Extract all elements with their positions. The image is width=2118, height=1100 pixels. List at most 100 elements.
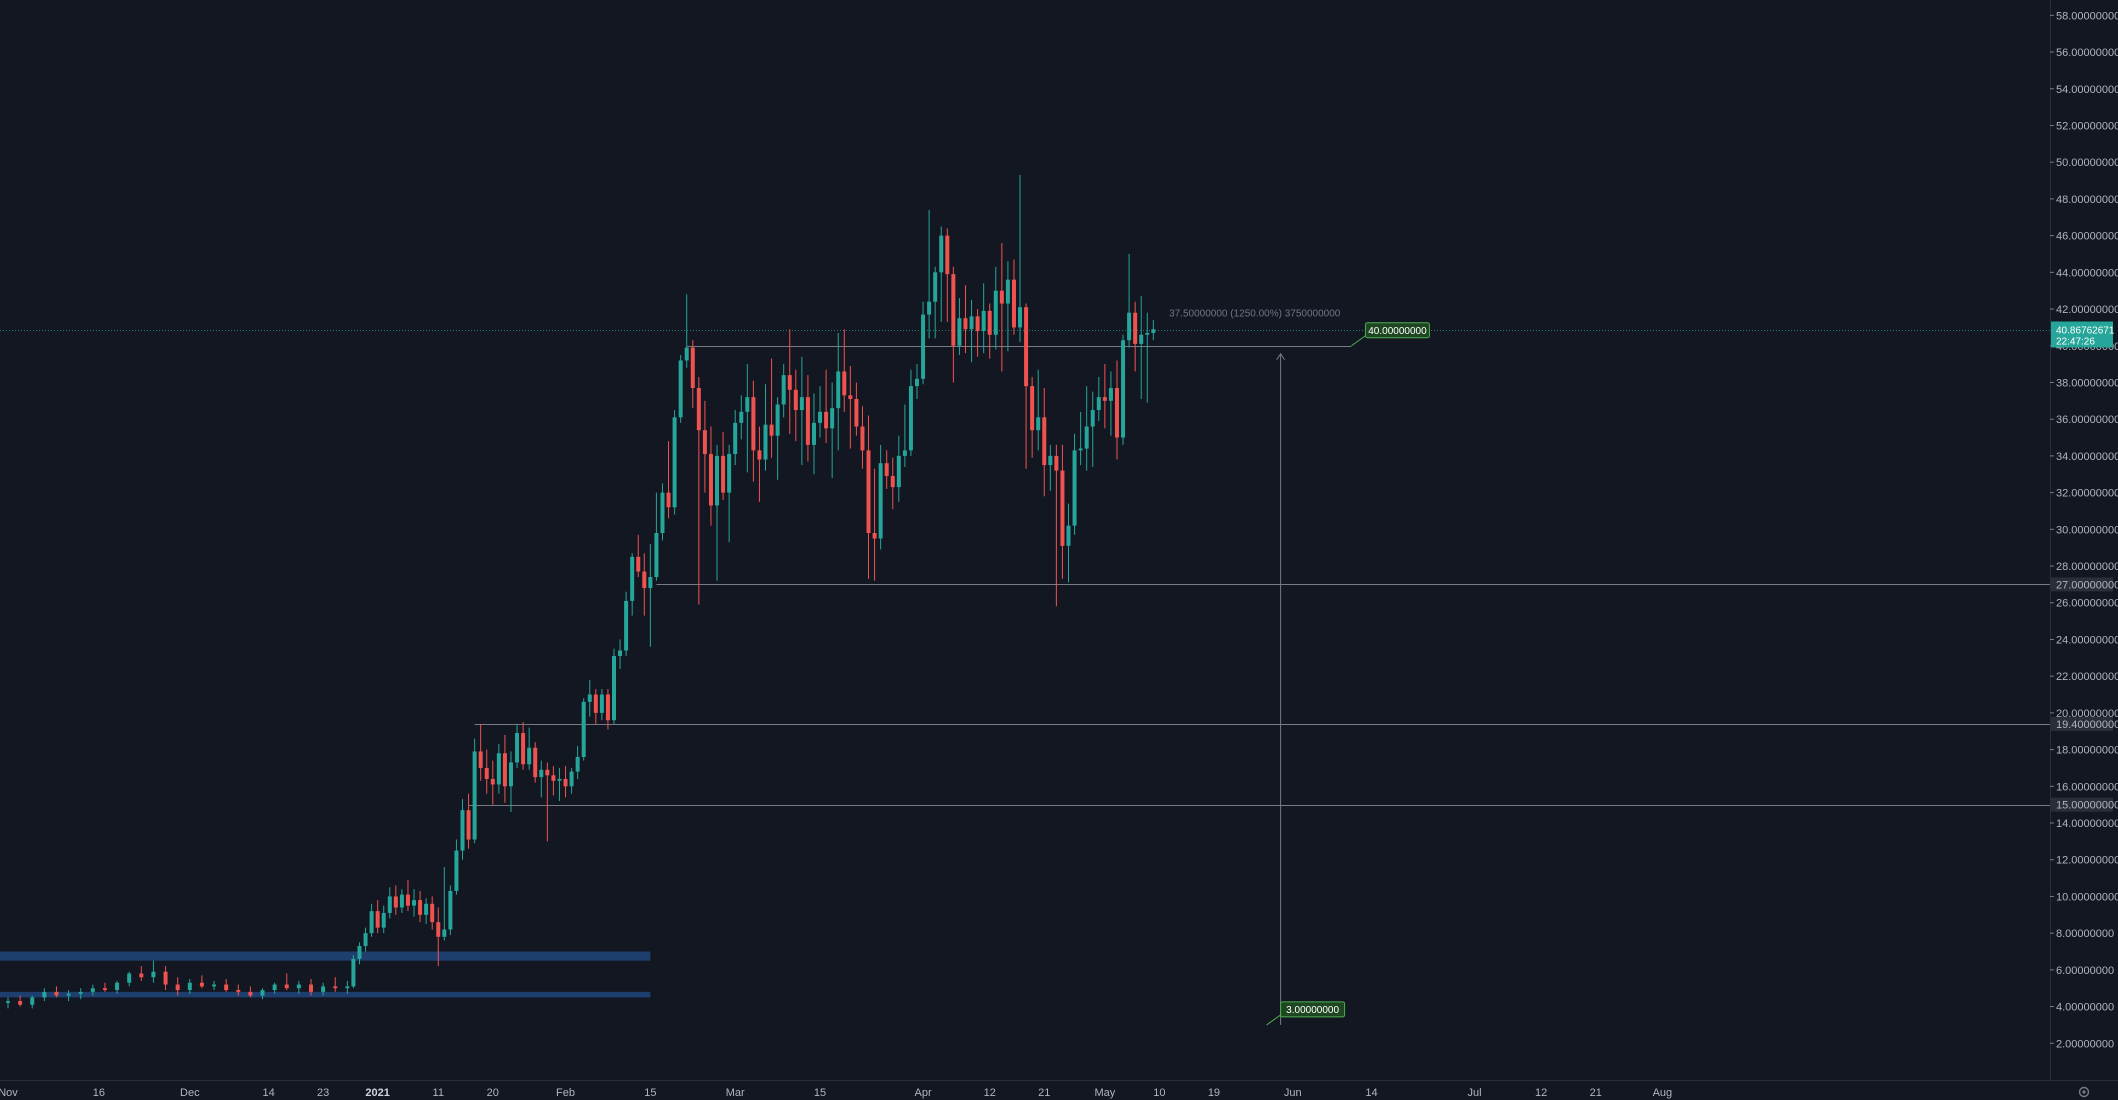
candle-up <box>878 463 883 539</box>
candle-down <box>787 375 792 390</box>
price-tick-label: 44.00000000 <box>2056 267 2118 279</box>
gear-icon[interactable] <box>2078 1086 2090 1098</box>
candle-down <box>333 986 338 989</box>
candle-up <box>90 988 95 992</box>
time-tick-label: 10 <box>1153 1087 1165 1099</box>
candle-up <box>460 810 465 851</box>
candle-up <box>727 454 732 493</box>
price-tick-label: 30.00000000 <box>2056 524 2118 536</box>
target-tag <box>1364 322 1430 339</box>
candle-down <box>478 751 483 768</box>
price-tick-label: 24.00000000 <box>2056 634 2118 646</box>
candle-down <box>54 991 59 996</box>
candle-down <box>545 769 550 776</box>
countdown-label: 22:47:26 <box>2056 337 2095 348</box>
candle-up <box>557 778 562 781</box>
candle-down <box>1024 307 1029 387</box>
candle-down <box>199 982 204 987</box>
candle-down <box>890 476 895 488</box>
support-zones <box>0 951 651 998</box>
support-zone <box>0 991 651 998</box>
candle-down <box>248 991 253 996</box>
candle-up <box>933 272 938 302</box>
candle-up <box>527 747 532 765</box>
candle-up <box>654 532 659 578</box>
candle-down <box>605 694 610 721</box>
candle-down <box>533 747 538 778</box>
level-price-label: 19.40000000 <box>2056 719 2118 731</box>
candle-up <box>66 993 71 996</box>
candle-up <box>381 912 386 928</box>
candle-up <box>939 235 944 273</box>
candle-down <box>284 984 289 989</box>
candle-down <box>1114 387 1119 438</box>
current-price-label: 40.86762671 <box>2056 326 2115 337</box>
horizontal-levels <box>0 330 2050 806</box>
candle-up <box>993 290 998 335</box>
candle-down <box>793 389 798 410</box>
time-tick-label: 21 <box>1590 1087 1602 1099</box>
level-price-label: 15.00000000 <box>2056 800 2118 812</box>
candle-up <box>187 982 192 991</box>
candle-down <box>1011 279 1016 328</box>
candle-down <box>975 316 980 332</box>
candle-up <box>811 422 816 445</box>
candle-up <box>1078 448 1083 451</box>
candle-up <box>624 600 629 651</box>
candle-up <box>1048 455 1053 466</box>
time-tick-label: 14 <box>262 1087 274 1099</box>
candle-up <box>1121 340 1126 438</box>
candle-down <box>405 894 410 906</box>
candle-up <box>448 890 453 930</box>
support-zone <box>0 951 651 961</box>
candle-up <box>678 360 683 418</box>
candle-down <box>987 310 992 335</box>
target-tag <box>1280 1001 1346 1018</box>
candle-up <box>587 694 592 702</box>
candle-up <box>1005 279 1010 304</box>
price-tick-label: 26.00000000 <box>2056 598 2118 610</box>
time-tick-label: 19 <box>1208 1087 1220 1099</box>
candle-down <box>175 984 180 991</box>
candle-down <box>666 492 671 508</box>
candle-up <box>618 650 623 656</box>
candle-down <box>690 347 695 388</box>
candle-down <box>484 767 489 779</box>
candle-up <box>733 422 738 455</box>
price-tick-label: 58.00000000 <box>2056 10 2118 22</box>
candle-up <box>775 404 780 436</box>
candle-down <box>309 984 313 992</box>
price-tick-label: 14.00000000 <box>2056 818 2118 830</box>
candle-up <box>908 386 913 451</box>
candle-up <box>630 556 635 601</box>
measure-label: 37.50000000 (1250.00%) 3750000000 <box>1169 308 1341 319</box>
time-axis[interactable]: Nov 16 Dec 14 23 2021 11 20 Feb 15 Mar 15 Apr 12 21 May… <box>0 1087 1672 1099</box>
target-callout <box>1266 1014 1281 1026</box>
candle-up <box>612 655 616 721</box>
candle-up <box>896 455 901 488</box>
candle-up <box>115 982 120 991</box>
candle-down <box>224 984 229 991</box>
candle-up <box>1072 450 1077 526</box>
candle-down <box>824 411 829 429</box>
candle-down <box>636 556 641 572</box>
price-tick-label: 38.00000000 <box>2056 377 2118 389</box>
price-tick-label: 46.00000000 <box>2056 231 2118 243</box>
price-tick-label: 50.00000000 <box>2056 157 2118 169</box>
overlays: 37.50000000 (1250.00%) 3750000000 40.0000… <box>1169 308 1430 1026</box>
price-tick-label: 6.00000000 <box>2056 965 2114 977</box>
candle-up <box>1036 417 1041 431</box>
candle-down <box>866 450 871 533</box>
candle-down <box>951 274 956 346</box>
time-tick-label: Nov <box>0 1087 18 1099</box>
price-tick-label: 52.00000000 <box>2056 120 2118 132</box>
price-axis[interactable]: 2.00000000 4.00000000 6.00000000 8.00000000… <box>2050 10 2118 1050</box>
candle-up <box>1066 525 1071 546</box>
candle-up <box>6 1001 10 1003</box>
price-tick-label: 54.00000000 <box>2056 84 2118 96</box>
candle-down <box>696 387 701 431</box>
candle-up <box>424 903 429 915</box>
time-tick-label: 15 <box>814 1087 826 1099</box>
